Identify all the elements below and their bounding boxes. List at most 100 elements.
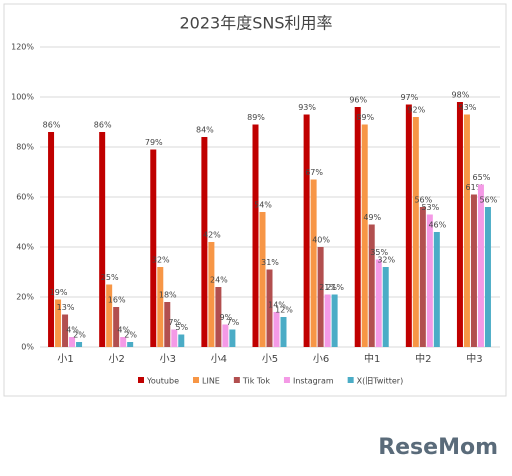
bar xyxy=(354,107,361,347)
bar xyxy=(208,242,215,347)
bar xyxy=(484,207,491,347)
legend-label: LINE xyxy=(202,377,220,386)
data-label: 53% xyxy=(421,203,439,212)
bar xyxy=(99,132,106,347)
data-label: 89% xyxy=(247,113,265,122)
data-label: 18% xyxy=(159,291,177,300)
bar xyxy=(273,312,280,347)
x-tick-label: 中2 xyxy=(415,352,431,365)
bar xyxy=(252,124,259,347)
x-tick-label: 中1 xyxy=(364,352,380,365)
data-label: 4% xyxy=(117,326,130,335)
bar xyxy=(324,294,331,347)
data-label: 46% xyxy=(428,221,446,230)
bar xyxy=(157,267,164,347)
legend-label: X(旧Twitter) xyxy=(357,377,404,386)
bar xyxy=(463,114,470,347)
bar xyxy=(215,287,222,347)
bar xyxy=(412,117,419,347)
data-label: 2% xyxy=(73,331,86,340)
data-label: 93% xyxy=(459,103,477,112)
data-label: 31% xyxy=(261,258,279,267)
data-label: 61% xyxy=(466,183,484,192)
data-label: 49% xyxy=(363,213,381,222)
bar xyxy=(317,247,324,347)
bar xyxy=(120,337,127,347)
x-tick-label: 小4 xyxy=(211,353,227,365)
data-label: 42% xyxy=(203,231,221,240)
bar xyxy=(382,267,389,347)
legend-label: Tik Tok xyxy=(242,377,270,386)
watermark: ReseMom xyxy=(378,435,498,460)
bar xyxy=(229,329,236,347)
legend-label: Instagram xyxy=(293,377,334,386)
y-tick-label: 120% xyxy=(11,43,34,52)
data-label: 97% xyxy=(400,93,418,102)
data-label: 21% xyxy=(319,283,337,292)
x-tick-label: 小5 xyxy=(262,353,278,365)
data-label: 84% xyxy=(196,126,214,135)
data-label: 98% xyxy=(452,91,470,100)
data-label: 19% xyxy=(50,288,68,297)
bar xyxy=(303,114,310,347)
legend-swatch xyxy=(283,377,290,383)
data-label: 35% xyxy=(370,248,388,257)
data-label: 79% xyxy=(145,138,163,147)
data-label: 7% xyxy=(168,318,181,327)
bar xyxy=(259,212,266,347)
bar xyxy=(222,324,229,347)
data-label: 9% xyxy=(220,313,233,322)
bar xyxy=(419,207,426,347)
bar xyxy=(310,179,317,347)
bar xyxy=(201,137,208,347)
data-label: 12% xyxy=(275,306,293,315)
y-tick-label: 0% xyxy=(21,343,34,352)
data-label: 89% xyxy=(356,113,374,122)
x-tick-label: 中3 xyxy=(466,352,482,365)
bar xyxy=(456,102,463,347)
bar xyxy=(113,307,120,347)
legend-swatch xyxy=(138,377,144,383)
data-label: 86% xyxy=(94,121,112,130)
data-label: 67% xyxy=(305,168,323,177)
x-tick-label: 小1 xyxy=(57,353,73,365)
data-label: 96% xyxy=(349,96,367,105)
data-label: 2% xyxy=(124,331,137,340)
bar xyxy=(106,284,113,347)
bar xyxy=(171,329,178,347)
data-label: 56% xyxy=(414,196,432,205)
data-label: 13% xyxy=(57,303,75,312)
x-tick-label: 小3 xyxy=(160,353,176,365)
bar xyxy=(361,124,368,347)
bar xyxy=(331,294,338,347)
bar xyxy=(76,342,83,347)
chart-title: 2023年度SNS利用率 xyxy=(179,14,332,33)
bar xyxy=(470,194,477,347)
bar xyxy=(405,104,412,347)
legend-swatch xyxy=(193,377,199,383)
y-tick-label: 100% xyxy=(11,93,34,102)
legend-label: Youtube xyxy=(146,377,179,386)
data-label: 16% xyxy=(108,296,126,305)
bar xyxy=(69,337,76,347)
legend-swatch xyxy=(347,377,354,383)
legend-swatch xyxy=(233,377,240,383)
bar xyxy=(433,232,440,347)
data-label: 54% xyxy=(254,201,272,210)
data-label: 93% xyxy=(298,103,316,112)
data-label: 5% xyxy=(175,323,188,332)
data-label: 40% xyxy=(312,236,330,245)
data-label: 32% xyxy=(152,256,170,265)
bar xyxy=(426,214,433,347)
bar xyxy=(178,334,185,347)
bar xyxy=(150,149,157,347)
bar xyxy=(477,184,484,347)
data-label: 56% xyxy=(480,196,498,205)
bar xyxy=(164,302,171,347)
data-label: 92% xyxy=(407,106,425,115)
bar xyxy=(55,299,62,347)
data-label: 65% xyxy=(473,173,491,182)
data-label: 14% xyxy=(268,301,286,310)
data-label: 25% xyxy=(101,273,119,282)
